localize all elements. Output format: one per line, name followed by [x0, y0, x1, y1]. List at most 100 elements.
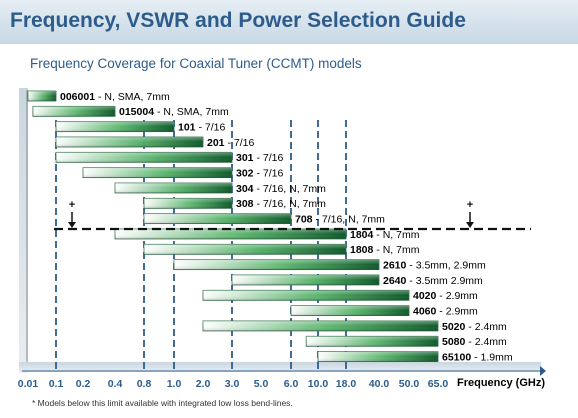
bar-label-model: 4060 — [413, 305, 437, 317]
bar-label: 5020 - 2.4mm — [442, 321, 507, 333]
x-tick-label: 0.2 — [76, 378, 91, 390]
bar-304: 304 - 7/16, N, 7mm — [114, 182, 326, 195]
x-tick-label: 1.0 — [167, 378, 182, 390]
bar-shade — [28, 91, 56, 101]
x-axis-title: Frequency (GHz) — [457, 377, 545, 389]
limit-arrow-head — [466, 222, 474, 228]
bar-006001: 006001 - N, SMA, 7mm — [27, 90, 170, 103]
bar-shade — [56, 152, 232, 163]
limit-marker: + — [69, 199, 75, 211]
bar-1808: 1808 - N, 7mm — [143, 243, 420, 256]
bar-label: 5080 - 2.4mm — [442, 336, 507, 348]
x-tick-label: 10.0 — [308, 378, 329, 390]
x-tick-label: 65.0 — [428, 378, 449, 390]
x-tick-label: 0.1 — [49, 378, 64, 390]
bar-4060: 4060 - 2.9mm — [290, 305, 478, 317]
bar-label: 006001 - N, SMA, 7mm — [60, 91, 170, 103]
bar-2610: 2610 - 3.5mm, 2.9mm — [173, 259, 486, 271]
bar-label: 304 - 7/16, N, 7mm — [236, 183, 326, 195]
bar-label-model: 302 — [236, 167, 254, 179]
bar-label-desc: - 7/16 — [254, 152, 284, 164]
bar-shade — [83, 167, 232, 178]
bar-label: 301 - 7/16 — [236, 152, 283, 164]
bar-708: 708 - 7/16, N, 7mm — [143, 213, 385, 225]
bar-label: 308 - 7/16, N, 7mm — [236, 198, 326, 210]
bar-shade — [203, 320, 438, 331]
x-tick-label: 0.01 — [18, 378, 39, 390]
bar-label-desc: - 7/16, N, 7mm — [254, 183, 327, 195]
limit-marker: + — [467, 199, 473, 211]
footnote: * Models below this limit available with… — [32, 398, 293, 408]
bar-label: 015004 - N, SMA, 7mm — [119, 106, 229, 118]
bar-label-desc: - 7/16, N, 7mm — [254, 198, 327, 210]
bar-label-desc: - N, SMA, 7mm — [95, 91, 170, 103]
bar-shade — [306, 336, 438, 347]
bar-label-desc: - 7/16 — [196, 121, 226, 133]
bar-5080: 5080 - 2.4mm — [305, 335, 507, 348]
bar-label-model: 006001 — [60, 91, 95, 103]
bar-shade — [318, 351, 438, 362]
bar-label-model: 2610 — [383, 259, 407, 271]
bar-label-desc: - N, SMA, 7mm — [154, 106, 229, 118]
bar-label-desc: - 3.5mm 2.9mm — [406, 275, 483, 287]
bar-label-desc: - 2.4mm — [465, 336, 507, 348]
page-title: Frequency, VSWR and Power Selection Guid… — [10, 9, 466, 32]
bar-shade — [232, 274, 379, 285]
bar-label-desc: - 7/16 — [254, 167, 284, 179]
bar-label: 1804 - N, 7mm — [350, 229, 420, 241]
bar-label-model: 5020 — [442, 321, 466, 333]
axis-band-left — [19, 88, 28, 373]
bar-label-model: 2640 — [383, 275, 407, 287]
bar-308: 308 - 7/16, N, 7mm — [143, 197, 326, 210]
bar-label: 65100 - 1.9mm — [442, 351, 513, 363]
header-banner: Frequency, VSWR and Power Selection Guid… — [0, 0, 578, 44]
bar-302: 302 - 7/16 — [82, 167, 284, 179]
x-tick-label: 5.0 — [254, 378, 269, 390]
x-tick-label: 0.8 — [137, 378, 152, 390]
bar-label: 1808 - N, 7mm — [350, 244, 420, 256]
bar-1804: 1804 - N, 7mm — [114, 228, 420, 241]
bar-label: 4020 - 2.9mm — [413, 290, 478, 302]
chart-subtitle: Frequency Coverage for Coaxial Tuner (CC… — [30, 56, 362, 71]
bar-label-desc: - 3.5mm, 2.9mm — [406, 259, 486, 271]
bar-label-model: 201 — [207, 137, 225, 149]
bar-shade — [203, 290, 409, 301]
bar-label-model: 5080 — [442, 336, 466, 348]
bar-shade — [174, 259, 379, 270]
bar-101: 101 - 7/16 — [55, 121, 225, 133]
bar-shade — [115, 228, 346, 239]
bar-4020: 4020 - 2.9mm — [202, 289, 478, 302]
bar-shade — [144, 198, 232, 209]
x-tick-label: 40.0 — [369, 378, 390, 390]
axis-band-bottom — [19, 362, 541, 372]
bar-label-desc: - N, 7mm — [373, 229, 419, 241]
bar-label-desc: - 1.9mm — [471, 351, 513, 363]
bar-label-model: 015004 — [119, 106, 154, 118]
bar-label-model: 4020 — [413, 290, 437, 302]
x-tick-label: 0.4 — [108, 378, 123, 390]
bar-label: 2640 - 3.5mm 2.9mm — [383, 275, 483, 287]
bar-label: 101 - 7/16 — [178, 121, 225, 133]
bar-label-model: 301 — [236, 152, 254, 164]
bar-label-model: 308 — [236, 198, 254, 210]
bar-shade — [144, 244, 346, 255]
bar-2640: 2640 - 3.5mm 2.9mm — [231, 274, 483, 287]
bar-label: 201 - 7/16 — [207, 137, 254, 149]
bar-shade — [115, 182, 232, 193]
bar-label: 708 - 7/16, N, 7mm — [295, 213, 385, 225]
bar-015004: 015004 - N, SMA, 7mm — [32, 105, 229, 118]
bar-label-desc: - 2.4mm — [465, 321, 507, 333]
x-tick-label: 50.0 — [399, 378, 420, 390]
bar-label: 2610 - 3.5mm, 2.9mm — [383, 259, 486, 271]
bar-label-model: 708 — [295, 213, 313, 225]
bar-shade — [291, 305, 409, 316]
bar-label: 4060 - 2.9mm — [413, 305, 478, 317]
bar-301: 301 - 7/16 — [55, 151, 283, 164]
bar-label-model: 1808 — [350, 244, 374, 256]
bar-label-desc: - 7/16, N, 7mm — [313, 213, 386, 225]
bar-shade — [56, 121, 174, 132]
limit-arrow-head — [68, 222, 76, 228]
x-tick-label: 18.0 — [336, 378, 357, 390]
bar-label-desc: - N, 7mm — [373, 244, 419, 256]
bar-label-model: 101 — [178, 121, 196, 133]
